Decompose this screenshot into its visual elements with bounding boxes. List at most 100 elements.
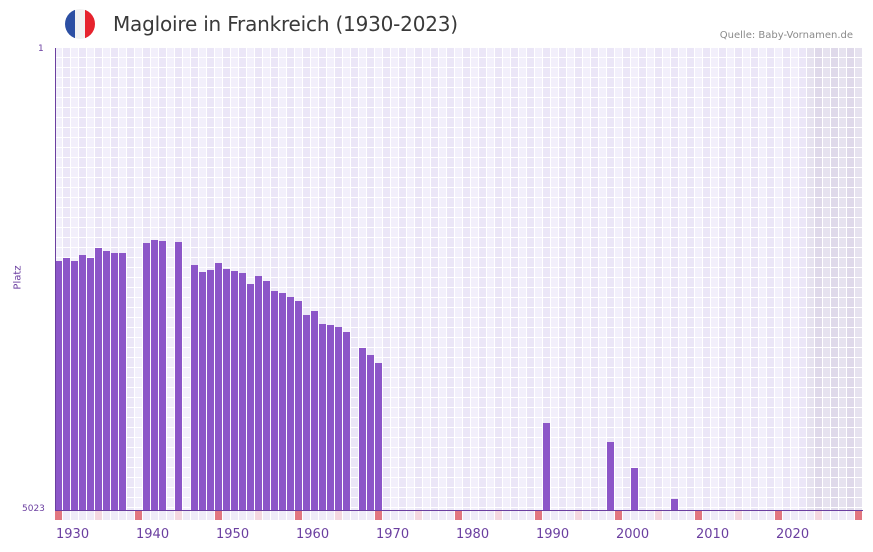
bar-1941[interactable] [143,242,150,510]
bar-1950[interactable] [215,262,222,510]
year-marker [255,511,263,520]
flag-red [85,9,95,39]
bar-1961[interactable] [303,315,310,510]
bar-2002[interactable] [631,467,638,510]
x-tick-label: 1990 [536,527,570,542]
year-marker [551,511,559,520]
grid-column [407,48,415,510]
bar-1936[interactable] [103,250,110,510]
year-marker [543,511,551,520]
bar-1955[interactable] [255,275,262,510]
grid-column [799,48,807,510]
bar-1965[interactable] [335,327,342,510]
grid-column [479,48,487,510]
year-marker [791,511,799,520]
grid-column [751,48,759,510]
bar-1934[interactable] [87,257,94,510]
x-tick-label: 2000 [616,527,650,542]
grid-column [743,48,751,510]
grid-column [487,48,495,510]
bar-1964[interactable] [327,325,334,510]
flag-blue [65,9,75,39]
year-marker [527,511,535,520]
bar-1931[interactable] [63,257,70,510]
year-marker [839,511,847,520]
grid-column [463,48,471,510]
year-marker [767,511,775,520]
year-marker [439,511,447,520]
grid-column [503,48,511,510]
bar-1970[interactable] [375,363,382,510]
bar-2007[interactable] [671,498,678,510]
y-axis-title: Platz [12,265,24,290]
year-marker [303,511,311,520]
bar-1948[interactable] [199,271,206,510]
bar-1958[interactable] [279,293,286,510]
bar-1969[interactable] [367,355,374,510]
grid-column [839,48,847,510]
x-tick-label: 1950 [216,527,250,542]
bar-1957[interactable] [271,291,278,510]
grid-column [623,48,631,510]
grid-column [591,48,599,510]
year-marker [663,511,671,520]
year-marker [511,511,519,520]
grid-column [511,48,519,510]
grid-column [303,48,311,510]
year-marker [343,511,351,520]
grid-column [335,48,343,510]
year-marker [711,511,719,520]
bar-1952[interactable] [231,271,238,510]
bar-1954[interactable] [247,283,254,510]
bar-1947[interactable] [191,264,198,510]
grid-column [423,48,431,510]
year-marker [463,511,471,520]
year-marker [759,511,767,520]
year-marker [391,511,399,520]
bar-1953[interactable] [239,272,246,510]
bars-layer [55,48,863,510]
bar-1956[interactable] [263,281,270,510]
bar-1960[interactable] [295,301,302,510]
grid-column [719,48,727,510]
grid-column [167,48,175,510]
grid-column [559,48,567,510]
grid-column [655,48,663,510]
bar-1963[interactable] [319,324,326,510]
bar-1999[interactable] [607,441,614,510]
bar-1932[interactable] [71,260,78,510]
year-marker [855,511,863,520]
grid-column [271,48,279,510]
bar-1943[interactable] [159,240,166,510]
bar-1937[interactable] [111,252,118,510]
year-marker [479,511,487,520]
grid-column [183,48,191,510]
bar-1959[interactable] [287,297,294,510]
year-marker [751,511,759,520]
bar-1933[interactable] [79,254,86,510]
bar-1991[interactable] [543,422,550,510]
grid-column [631,48,639,510]
grid-column [383,48,391,510]
bar-1951[interactable] [223,268,230,510]
year-marker [703,511,711,520]
year-marker [599,511,607,520]
year-marker [679,511,687,520]
grid-column [647,48,655,510]
year-marker [567,511,575,520]
bar-1968[interactable] [359,348,366,510]
grid-column [263,48,271,510]
grid-column [295,48,303,510]
bar-1930[interactable] [55,260,62,510]
bar-1935[interactable] [95,247,102,510]
bar-1966[interactable] [343,332,350,510]
year-marker [519,511,527,520]
bar-1945[interactable] [175,241,182,510]
year-marker [719,511,727,520]
bar-1938[interactable] [119,252,126,510]
bar-1962[interactable] [311,311,318,510]
x-tick-label: 2010 [696,527,730,542]
bar-1942[interactable] [151,239,158,510]
grid-column [727,48,735,510]
bar-1949[interactable] [207,270,214,510]
